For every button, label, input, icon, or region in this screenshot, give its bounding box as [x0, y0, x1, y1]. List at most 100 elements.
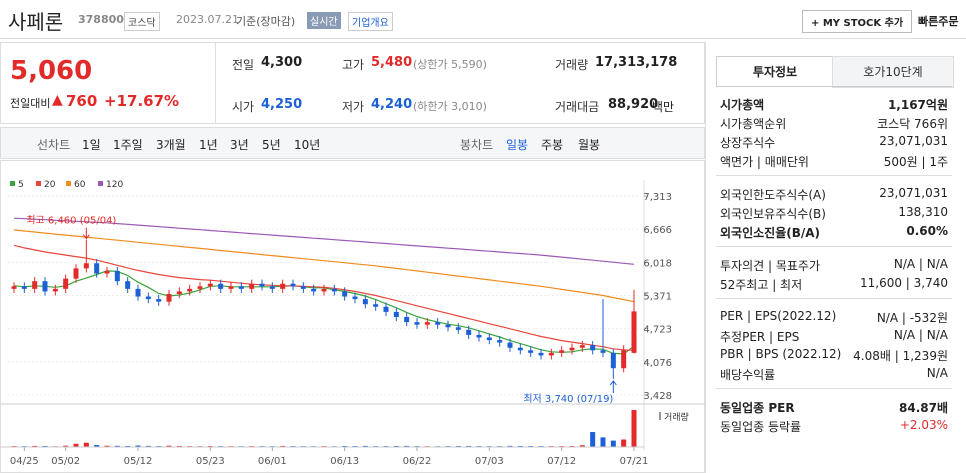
info-label: PER | EPS(2022.12) [720, 309, 837, 323]
stat-label: 전일 [232, 58, 255, 72]
chart-tab[interactable]: 봉차트 [460, 138, 494, 152]
chart-tab[interactable]: 월봉 [578, 138, 601, 152]
volume-label: 거래량 [664, 411, 689, 423]
chart-tab[interactable]: 5년 [262, 138, 281, 152]
candle-body [259, 283, 265, 287]
panel-tab[interactable]: 투자정보 [716, 56, 834, 87]
info-value: N/A | N/A [893, 328, 948, 342]
chart-tab[interactable]: 일봉 [506, 138, 529, 152]
info-value: 11,600 | 3,740 [859, 276, 948, 290]
chart-tab[interactable]: 1주일 [113, 138, 143, 152]
legend-swatch [36, 181, 41, 186]
chart-tab[interactable]: 10년 [294, 138, 321, 152]
panel-tab[interactable]: 호가10단계 [832, 56, 954, 88]
candle-body [238, 286, 244, 289]
candle-body [497, 340, 503, 343]
candle-body [631, 311, 637, 353]
change-pct: +17.67% [104, 92, 180, 110]
y-tick-label: 5,371 [643, 291, 672, 302]
company-button[interactable]: 기업개요 [348, 12, 393, 31]
candle-body [83, 263, 89, 269]
volume-bar [342, 445, 348, 447]
x-tick-label: 07/12 [547, 456, 576, 467]
candle-body [269, 286, 275, 289]
candle-body [331, 288, 337, 292]
current-price: 5,060 [10, 56, 93, 86]
candle-body [507, 342, 513, 348]
info-label: 시가총액순위 [720, 117, 787, 131]
mystock-button[interactable]: + MY STOCK 추가 [802, 10, 913, 33]
legend-swatch [98, 181, 103, 186]
quick-order[interactable]: 빠른주문 [918, 15, 959, 28]
volume-bar [176, 445, 182, 447]
stat-value: 88,920 [608, 97, 659, 112]
chart-tab[interactable]: 주봉 [541, 138, 564, 152]
chart-tab[interactable]: 3년 [230, 138, 249, 152]
candle-body [321, 288, 327, 292]
candle-body [11, 286, 17, 289]
date: 2023.07.21 [176, 13, 239, 26]
candle-body [228, 286, 234, 289]
candle-body [414, 322, 420, 325]
divider [215, 42, 216, 124]
chart-tab[interactable]: 선차트 [37, 138, 71, 152]
x-tick-label: 06/13 [330, 456, 359, 467]
info-value: 1,167억원 [887, 98, 948, 112]
candle-body [373, 304, 379, 307]
candle-body [249, 283, 255, 289]
candle-body [63, 278, 69, 289]
info-label: 외국인보유주식수(B) [720, 207, 826, 221]
chart-tab[interactable]: 1년 [199, 138, 218, 152]
candle-body [486, 337, 492, 341]
max-annotation: 최고 6,460 (05/04) [26, 215, 116, 227]
candle-body [435, 322, 441, 325]
candle-body [114, 270, 120, 282]
y-tick-label: 6,018 [643, 258, 672, 269]
x-tick-label: 07/21 [620, 456, 649, 467]
volume-bar [507, 445, 513, 447]
info-value: 84.87배 [899, 401, 948, 415]
x-tick-label: 06/22 [403, 456, 432, 467]
candle-body [569, 347, 575, 351]
candle-body [125, 281, 131, 289]
y-tick-label: 4,723 [643, 325, 672, 336]
volume-bar [579, 445, 585, 447]
candle-body [559, 350, 565, 353]
stat-label: 시가 [232, 100, 255, 114]
stock-code: 378800 [78, 13, 124, 26]
stat-unit: 백만 [652, 100, 675, 114]
moving-average-line [13, 270, 635, 355]
x-tick-label: 05/12 [124, 456, 153, 467]
candle-body [590, 345, 596, 351]
candle-body [187, 288, 193, 292]
info-value: 23,071,031 [879, 134, 948, 148]
candle-body [579, 345, 585, 348]
info-value: +2.03% [899, 418, 948, 432]
candle-body [424, 322, 430, 325]
moving-average-line [13, 229, 635, 303]
candle-body [32, 281, 38, 289]
candle-body [528, 350, 534, 353]
volume-bar [362, 445, 368, 447]
stat-label: 저가 [342, 100, 365, 114]
volume-bar [404, 445, 410, 447]
info-label: PBR | BPS (2022.12) [720, 347, 842, 361]
stat-label: 거래량 [555, 58, 589, 72]
candle-body [300, 286, 306, 289]
legend-label: 5 [18, 180, 24, 190]
volume-bar [590, 432, 596, 447]
volume-bar [32, 445, 38, 447]
min-arrow [609, 380, 617, 393]
stat-value: 4,250 [261, 97, 303, 112]
legend-label: 120 [106, 180, 123, 190]
candle-body [42, 281, 48, 292]
candle-body [548, 352, 554, 356]
chart-tab[interactable]: 3개월 [156, 138, 186, 152]
legend-label: 20 [44, 180, 56, 190]
info-value: N/A | -532원 [876, 311, 948, 325]
candle-body [610, 352, 616, 369]
chart-tab[interactable]: 1일 [82, 138, 101, 152]
legend-label: 60 [74, 180, 86, 190]
info-label: 시가총액 [720, 98, 765, 112]
info-value: 코스닥 766위 [877, 117, 948, 131]
